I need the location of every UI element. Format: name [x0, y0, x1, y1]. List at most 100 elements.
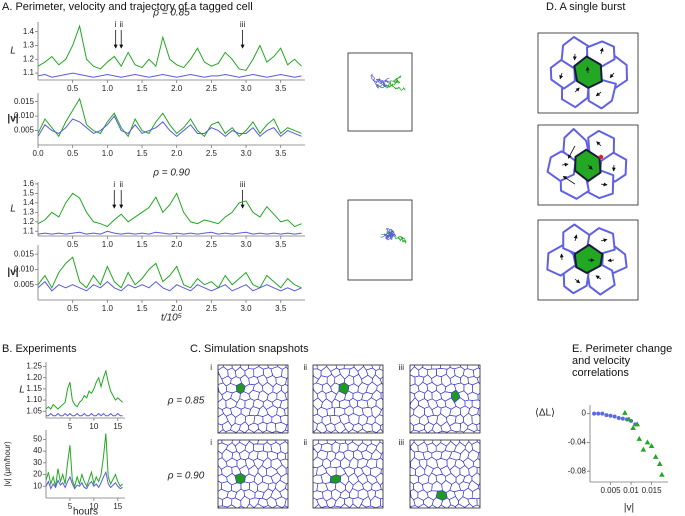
cell [473, 429, 480, 433]
cell [476, 376, 480, 385]
cell [401, 414, 410, 424]
cell [400, 382, 409, 395]
row-label: ρ = 0.85 [167, 396, 205, 407]
cell [326, 374, 336, 388]
cell [384, 430, 395, 441]
velocity-arrow [595, 275, 602, 280]
cell [322, 489, 333, 502]
cell [325, 390, 337, 404]
cell [427, 426, 437, 436]
cell [471, 441, 480, 454]
cell [218, 413, 229, 426]
cell [345, 480, 354, 494]
cell [291, 427, 300, 437]
cell [313, 397, 323, 411]
cell [289, 384, 299, 394]
y-axis-label: |v| (μm/hour) [3, 441, 12, 487]
velocity-arrow [587, 164, 593, 170]
panel-title: D. A single burst [546, 1, 626, 13]
x-tick-label: 1.5 [136, 84, 148, 93]
cell [205, 498, 213, 507]
cell [284, 452, 288, 461]
cell [279, 458, 288, 469]
cell [435, 473, 447, 485]
cell [316, 464, 328, 476]
panel-title: E. Perimeter change and velocity correla… [572, 343, 673, 379]
cell [331, 398, 340, 409]
x-tick-label: 2.0 [171, 240, 183, 249]
x-tick-label: 3.5 [275, 84, 287, 93]
cell [218, 385, 220, 393]
velocity-arrow [585, 66, 590, 74]
y-tick-label: 1.3 [23, 41, 35, 50]
cell [454, 414, 464, 424]
cell [326, 407, 336, 417]
cell [353, 365, 365, 372]
cell [454, 459, 466, 470]
cell [385, 490, 395, 500]
cell [290, 444, 300, 453]
cell [340, 503, 351, 508]
x-tick-label: 1.0 [102, 240, 114, 249]
y-tick-label: 0 [582, 409, 587, 418]
cell [204, 482, 215, 493]
cell-mesh [203, 359, 299, 433]
cell [326, 450, 337, 462]
cell [410, 365, 415, 372]
y-tick-label: 1.25 [26, 362, 42, 371]
cell [471, 472, 480, 486]
cell [431, 480, 443, 492]
cell [376, 428, 383, 433]
cell [252, 443, 265, 453]
velocity-arrow [573, 234, 578, 241]
cell [380, 391, 383, 401]
x-axis-label: t/10⁵ [161, 313, 182, 324]
x-tick-label: 1.0 [102, 149, 114, 158]
x-tick-label: 5 [68, 422, 73, 431]
cell [209, 491, 217, 501]
cell [348, 352, 359, 364]
cell [284, 391, 288, 401]
cell [218, 505, 219, 508]
cell [248, 464, 259, 477]
y-axis-label: |v| [7, 267, 18, 278]
y-axis-label: L [10, 46, 16, 57]
cell [248, 481, 259, 494]
cell [458, 390, 470, 402]
cell [234, 413, 247, 426]
cell [239, 365, 249, 372]
cell [476, 440, 480, 445]
y-tick-label: 1.1 [23, 68, 35, 77]
cell-mesh [300, 351, 395, 441]
cell [395, 406, 405, 416]
velocity-arrow [600, 182, 608, 187]
cell [482, 442, 491, 454]
cell [464, 503, 474, 508]
cell [218, 505, 228, 508]
cell [299, 450, 308, 460]
cell [410, 505, 419, 508]
cell [417, 489, 429, 501]
cell [344, 496, 354, 508]
cell [450, 440, 461, 447]
x-axis-label: |v| [624, 503, 634, 514]
cell [375, 353, 385, 361]
cell [235, 429, 246, 433]
cell [375, 472, 383, 486]
cell [203, 359, 214, 372]
chart-title: ρ = 0.85 [152, 8, 190, 19]
cell [367, 351, 376, 363]
cell [225, 397, 238, 409]
x-tick-label: 1.0 [102, 304, 114, 313]
cell [454, 353, 464, 362]
tagged-cell [573, 243, 604, 274]
row-label: ρ = 0.90 [167, 471, 205, 482]
y-tick-label: 1.4 [23, 198, 35, 207]
cell [300, 407, 309, 416]
cell [410, 461, 412, 468]
cell [317, 440, 328, 445]
x-tick-label: 1.0 [102, 84, 114, 93]
cell [237, 505, 246, 508]
x-tick-label: 2.0 [171, 84, 183, 93]
cell [320, 505, 331, 508]
